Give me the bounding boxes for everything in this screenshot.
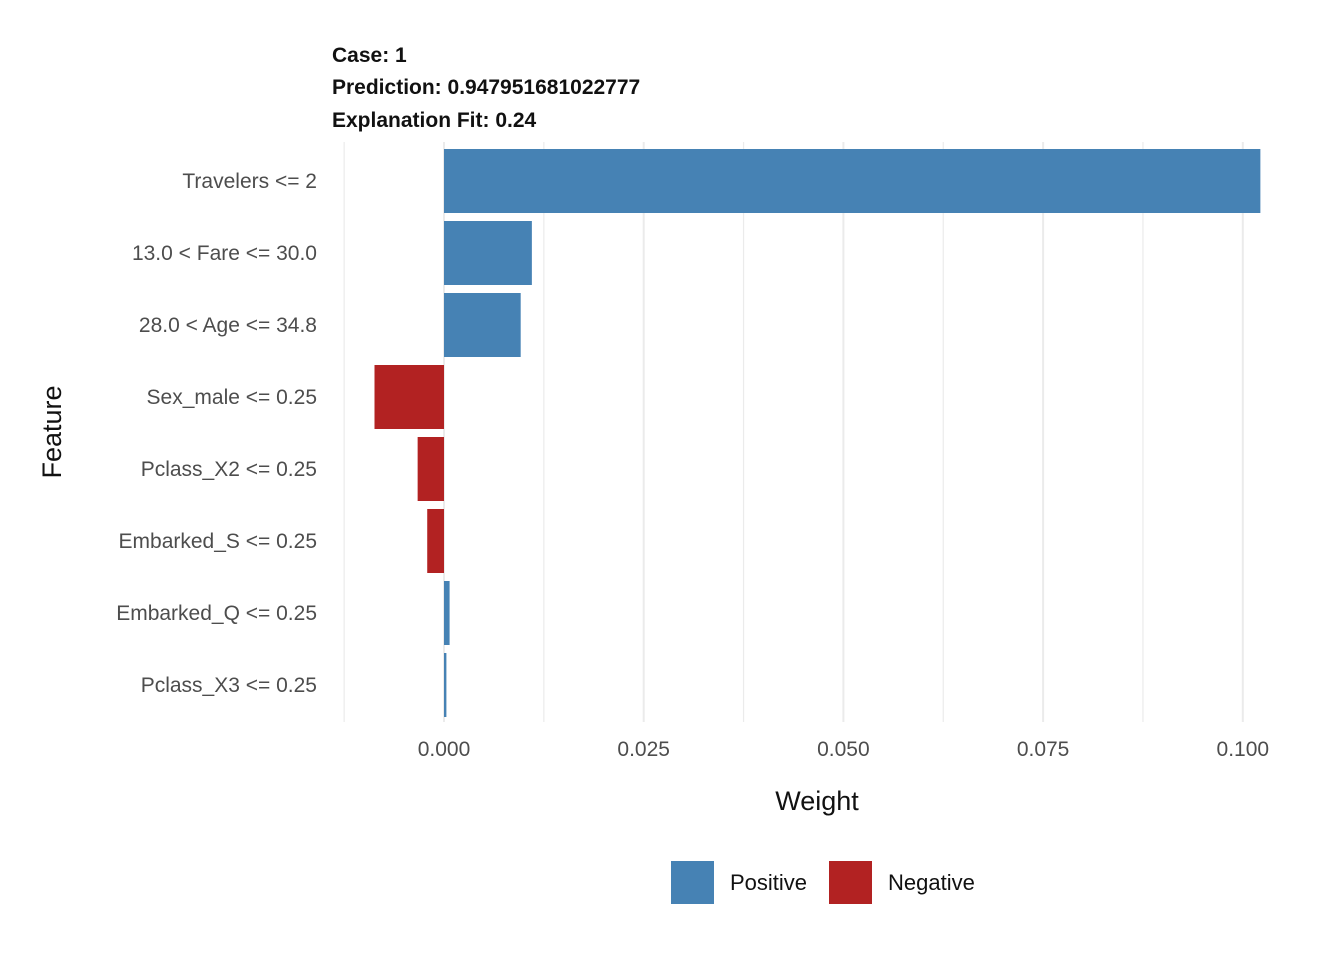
- y-tick-label: Sex_male <= 0.25: [147, 386, 317, 409]
- y-tick-label: Embarked_S <= 0.25: [119, 530, 317, 553]
- bar-4: [374, 365, 444, 429]
- bar-2: [444, 221, 532, 285]
- legend-label-negative: Negative: [888, 870, 975, 895]
- grid-lines: [343, 142, 1244, 722]
- y-axis-title: Feature: [37, 385, 67, 478]
- x-tick-label: 0.075: [1017, 738, 1070, 761]
- y-tick-label: Embarked_Q <= 0.25: [116, 602, 317, 625]
- x-tick-label: 0.100: [1217, 738, 1270, 761]
- y-tick-label: 28.0 < Age <= 34.8: [139, 314, 317, 337]
- bar-6: [427, 509, 444, 573]
- explanation-fit-label: Explanation Fit: 0.24: [332, 109, 537, 132]
- bars: [374, 149, 1261, 717]
- prediction-label: Prediction: 0.947951681022777: [332, 76, 641, 99]
- case-label: Case: 1: [332, 44, 407, 67]
- legend-key-positive: [671, 861, 714, 904]
- x-tick-label: 0.050: [817, 738, 870, 761]
- bar-8: [444, 653, 447, 717]
- y-tick-label: Pclass_X2 <= 0.25: [141, 458, 317, 481]
- x-axis-title: Weight: [775, 786, 859, 816]
- y-tick-label: Travelers <= 2: [182, 170, 317, 193]
- legend-label-positive: Positive: [730, 870, 807, 895]
- x-tick-labels: 0.000 0.025 0.050 0.075 0.100: [418, 738, 1269, 761]
- y-tick-label: Pclass_X3 <= 0.25: [141, 674, 317, 697]
- bar-3: [444, 293, 521, 357]
- y-tick-label: 13.0 < Fare <= 30.0: [132, 242, 317, 265]
- y-tick-labels: Travelers <= 2 13.0 < Fare <= 30.0 28.0 < …: [116, 170, 317, 697]
- x-tick-label: 0.025: [617, 738, 670, 761]
- bar-1: [444, 149, 1261, 213]
- legend: Positive Negative: [671, 861, 975, 904]
- x-tick-label: 0.000: [418, 738, 471, 761]
- legend-key-negative: [829, 861, 872, 904]
- bar-7: [444, 581, 450, 645]
- bar-5: [417, 437, 444, 501]
